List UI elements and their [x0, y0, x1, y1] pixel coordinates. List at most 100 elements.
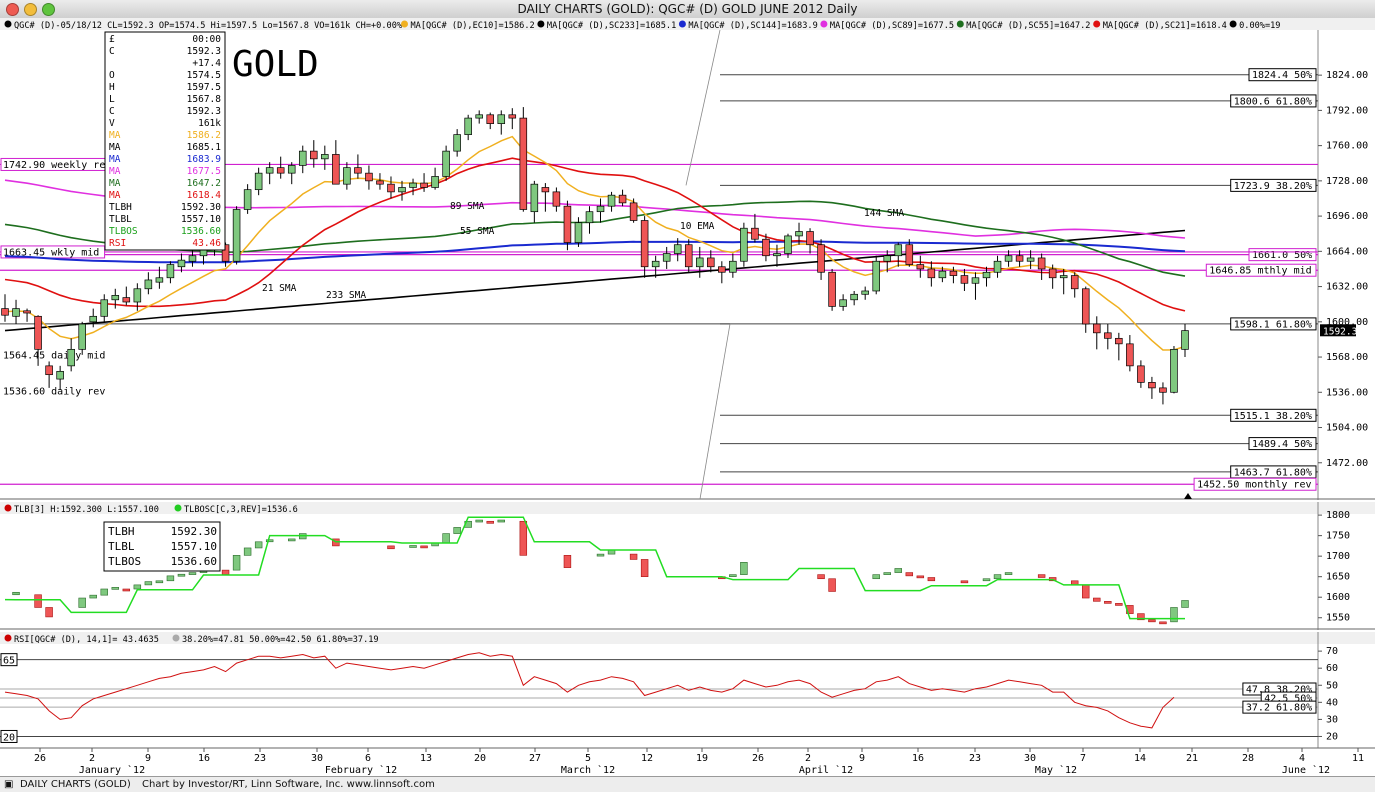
zoom-window-button[interactable]	[42, 3, 55, 16]
tlb-up-block	[883, 572, 891, 575]
left-level-label: 1663.45 wkly mid	[3, 247, 99, 258]
info-key: TLBOS	[109, 226, 138, 237]
tlb-up-block	[288, 538, 296, 542]
month-label: May `12	[1035, 764, 1077, 776]
info-key: H	[109, 82, 115, 93]
candle-body	[1, 308, 9, 316]
date-tick-label: 9	[859, 753, 865, 764]
candle-body	[1115, 337, 1123, 345]
date-tick-label: 9	[145, 753, 151, 764]
candle-body	[618, 194, 627, 204]
candle-body	[398, 187, 406, 193]
price-pane[interactable]: QGC# (D)-05/18/12 CL=1592.3 OP=1574.5 Hi…	[0, 18, 1375, 500]
candle-body	[122, 297, 131, 303]
tlb-up-block	[409, 545, 417, 548]
window-controls	[6, 3, 60, 21]
candle-body	[773, 253, 781, 257]
window-title: DAILY CHARTS (GOLD): QGC# (D) GOLD JUNE …	[517, 2, 858, 16]
candle-body	[298, 150, 307, 166]
tlb-up-block	[497, 519, 505, 523]
date-tick-label: 4	[1299, 753, 1305, 764]
tlb-up-block	[155, 580, 164, 584]
chart-canvas[interactable]: QGC# (D)-05/18/12 CL=1592.3 OP=1574.5 Hi…	[0, 18, 1375, 776]
legend-dot-ma10	[401, 20, 408, 28]
candle-body	[232, 209, 241, 262]
rsi-band-box	[0, 653, 18, 667]
tlb-down-block	[221, 569, 230, 575]
level-label: 1598.1 61.80%	[1234, 319, 1312, 330]
tlb-up-block	[729, 574, 737, 577]
tlb-up-block	[1181, 600, 1189, 608]
rsi-fib-label: 47.8 38.20%	[1246, 684, 1312, 695]
candle-body	[475, 114, 483, 119]
candle-body	[12, 308, 20, 317]
tlb-down-block	[1137, 613, 1145, 621]
date-tick-label: 2	[89, 753, 95, 764]
info-value: 161k	[198, 118, 221, 129]
marker-arrow-icon	[1184, 493, 1192, 499]
info-box	[104, 31, 226, 251]
tlb-down-block	[387, 545, 395, 550]
tlb-down-block	[960, 580, 969, 584]
tlb-up-block	[894, 568, 902, 573]
info-key: MA	[109, 166, 121, 177]
candle-body	[519, 117, 528, 210]
rsi-tick-label: 50	[1326, 680, 1338, 691]
rsi-tick-label: 40	[1326, 697, 1338, 708]
candle-body	[1137, 365, 1145, 383]
info-key: RSI	[109, 238, 126, 249]
date-tick-label: 11	[1352, 753, 1364, 764]
legend-dot-ma21	[1093, 20, 1101, 28]
candle-body	[453, 134, 461, 152]
candle-body	[166, 264, 175, 279]
info-value: 1536.60	[181, 226, 221, 237]
candle-body	[508, 114, 517, 119]
candle-body	[89, 315, 97, 323]
info-key: MA	[109, 142, 121, 153]
candle-body	[740, 227, 748, 262]
tlb-bg	[0, 500, 1375, 630]
candle-body	[718, 266, 726, 273]
window-titlebar: DAILY CHARTS (GOLD): QGC# (D) GOLD JUNE …	[0, 0, 1375, 19]
ma144-line	[4, 240, 1186, 264]
date-tick-label: 28	[1242, 753, 1254, 764]
candle-body	[254, 172, 263, 191]
tlb-down-block	[45, 607, 53, 618]
price-tick-label: 1600.00	[1326, 317, 1368, 328]
ma21-line	[4, 157, 1186, 312]
date-tick-label: 21	[1186, 753, 1198, 764]
candle-body	[971, 277, 980, 284]
candle-body	[1070, 275, 1079, 290]
tlb-down-block	[1159, 621, 1167, 625]
candle-body	[188, 255, 197, 262]
last-price-label: 1592.3	[1323, 326, 1357, 337]
tlb-pane[interactable]: TLB[3] H:1592.300 L:1557.100 TLBOSC[C,3,R…	[0, 500, 1375, 630]
tlb-info-key: TLBH	[108, 525, 135, 538]
close-window-button[interactable]	[6, 3, 19, 16]
info-value: 1592.30	[181, 202, 221, 213]
info-value: 1597.5	[187, 82, 221, 93]
tlb-up-block	[111, 587, 119, 590]
tlb-down-block	[927, 577, 936, 582]
date-tick-label: 26	[34, 753, 46, 764]
level-label-box	[1248, 68, 1317, 82]
tlb-down-block	[1104, 601, 1112, 604]
info-value: 1677.5	[187, 166, 221, 177]
ma-label: 55 SMA	[460, 226, 495, 237]
info-key: O	[109, 70, 115, 81]
rsi-pane[interactable]: RSI[QGC# (D), 14,1]= 43.4635 38.20%=47.81…	[0, 630, 1375, 748]
candle-body	[872, 260, 880, 292]
candle-body	[56, 371, 64, 380]
candle-body	[1037, 257, 1046, 270]
minimize-window-button[interactable]	[24, 3, 37, 16]
candle-body	[1181, 330, 1189, 350]
candle-body	[982, 271, 991, 279]
candle-body	[673, 244, 682, 254]
info-key: TLBL	[109, 214, 132, 225]
candle-body	[695, 257, 704, 268]
tlb-down-block	[1082, 584, 1090, 599]
info-key: L	[109, 94, 115, 105]
price-tick-label: 1504.00	[1326, 423, 1368, 434]
tlb-down-block	[1148, 619, 1156, 623]
fib-anchor-line-2	[699, 323, 731, 500]
